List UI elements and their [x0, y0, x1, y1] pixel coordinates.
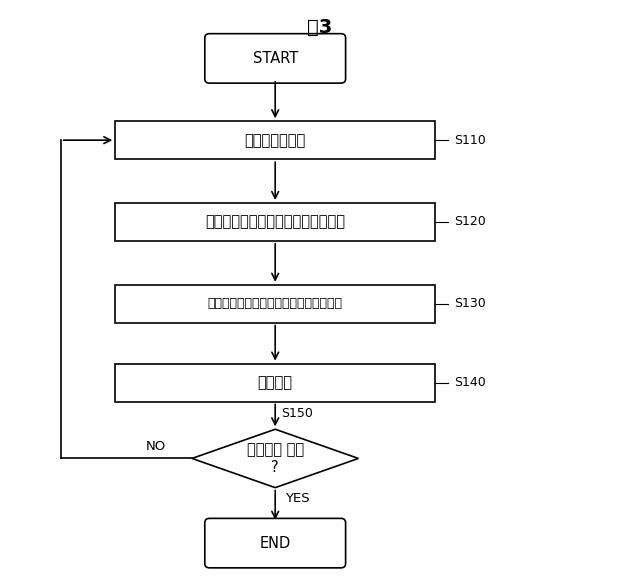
Bar: [115, 363, 435, 402]
Text: S140: S140: [454, 376, 486, 389]
Polygon shape: [192, 429, 358, 488]
Bar: [115, 285, 435, 322]
Text: 車両が走行している走行車線を特定: 車両が走行している走行車線を特定: [205, 214, 345, 230]
Text: NO: NO: [146, 440, 166, 453]
FancyBboxPatch shape: [205, 34, 346, 83]
FancyBboxPatch shape: [205, 519, 346, 568]
Text: YES: YES: [285, 492, 309, 505]
Text: S150: S150: [282, 408, 314, 420]
Text: 走行車線と対応づけられた信号機を特定: 走行車線と対応づけられた信号機を特定: [208, 297, 342, 310]
Text: S130: S130: [454, 297, 486, 310]
Text: START: START: [253, 51, 298, 66]
Bar: [115, 121, 435, 159]
Text: 図3: 図3: [307, 18, 333, 37]
Text: エンジン オフ
?: エンジン オフ ?: [246, 442, 304, 475]
Text: 運転支援: 運転支援: [258, 375, 292, 390]
Bar: [115, 203, 435, 241]
Text: 現在位置を特定: 現在位置を特定: [244, 133, 306, 148]
Text: S110: S110: [454, 134, 486, 147]
Text: S120: S120: [454, 215, 486, 228]
Text: END: END: [260, 536, 291, 551]
